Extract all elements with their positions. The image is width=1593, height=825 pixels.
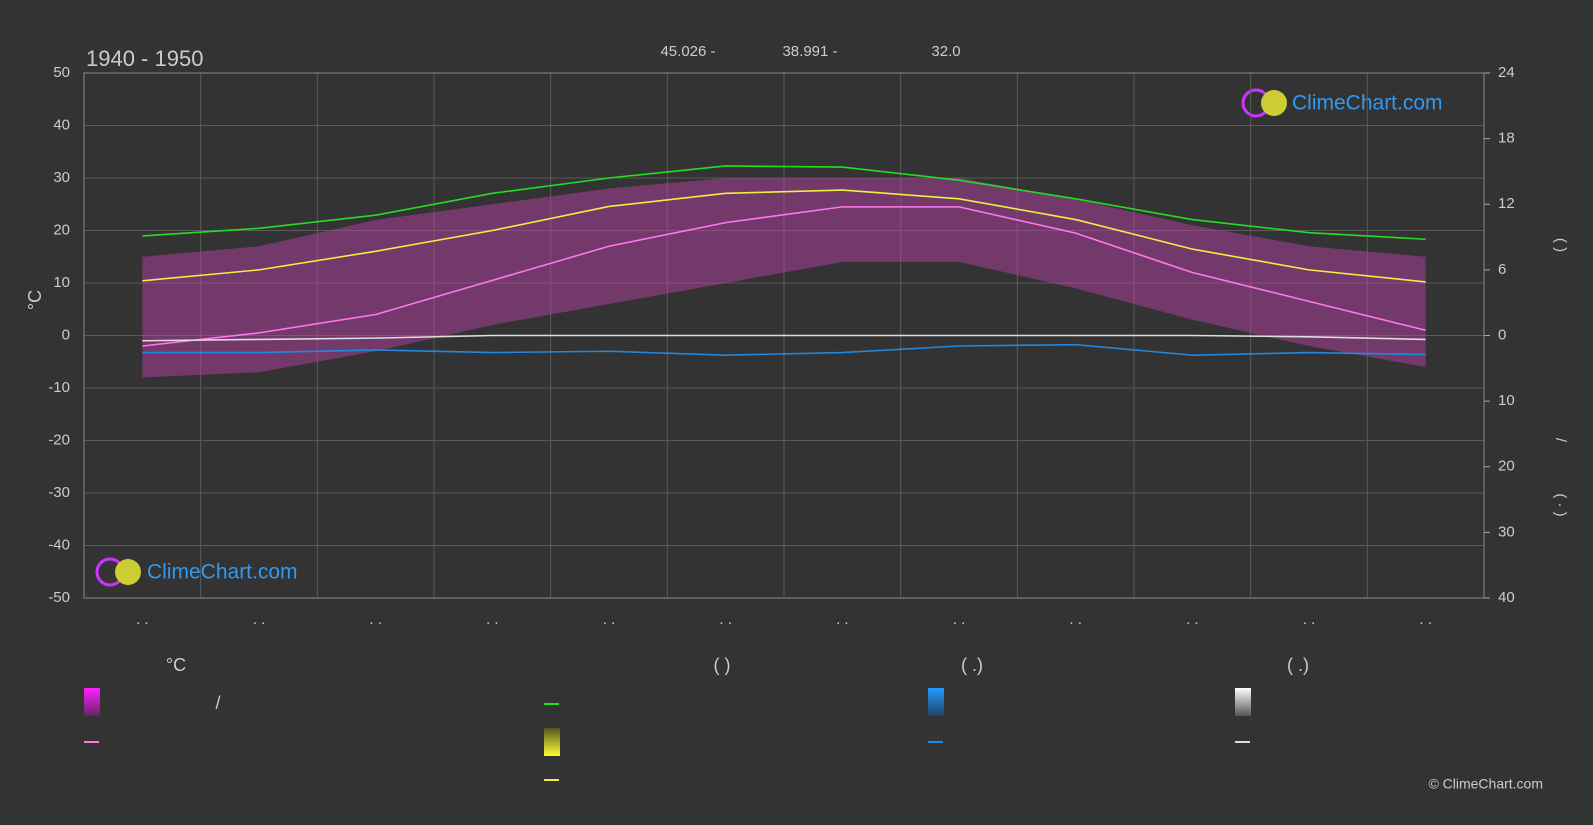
series-line — [142, 343, 1426, 356]
y-axis-label: °C — [25, 290, 45, 310]
y-tick-label: 10 — [53, 274, 70, 291]
y-tick-label: 40 — [53, 116, 70, 133]
y2-tick-label: 0 — [1498, 326, 1506, 343]
y-tick-label: -20 — [48, 431, 70, 448]
series-line — [142, 206, 1426, 347]
temperature-range — [142, 178, 1426, 378]
legend-swatch — [1235, 688, 1251, 716]
legend-heading: ( ) — [714, 655, 731, 675]
logo-top: ClimeChart.com — [1241, 88, 1443, 118]
legend-heading: ( .) — [1287, 655, 1309, 675]
x-tick-label: . . — [1069, 611, 1082, 628]
y2-axis-label: ( ) — [1552, 238, 1569, 252]
legend-heading: °C — [166, 655, 186, 675]
x-tick-label: . . — [1419, 611, 1432, 628]
header-stat: 45.026 - — [660, 43, 715, 60]
legend-text: / — [215, 693, 220, 713]
y-tick-label: -10 — [48, 379, 70, 396]
x-tick-label: . . — [836, 611, 849, 628]
logo-text: ClimeChart.com — [147, 561, 298, 584]
y2-tick-label: 6 — [1498, 261, 1506, 278]
y2-tick-label: 18 — [1498, 130, 1515, 147]
y3-axis-label: / — [1552, 438, 1569, 443]
chart-title: 1940 - 1950 — [86, 46, 203, 71]
y-tick-label: 0 — [62, 326, 70, 343]
legend-swatch — [84, 688, 100, 716]
x-tick-label: . . — [719, 611, 732, 628]
x-tick-label: . . — [486, 611, 499, 628]
logo-bottom: ClimeChart.com — [95, 557, 298, 587]
x-tick-label: . . — [1186, 611, 1199, 628]
x-tick-label: . . — [369, 611, 382, 628]
y3-tick-label: 30 — [1498, 523, 1515, 540]
header-stat: 32.0 — [931, 43, 960, 60]
header-stat: 38.991 - — [782, 43, 837, 60]
y3-tick-label: 40 — [1498, 589, 1515, 606]
y-tick-label: 30 — [53, 169, 70, 186]
y-tick-label: -30 — [48, 484, 70, 501]
legend-heading: ( .) — [961, 655, 983, 675]
y3-tick-label: 20 — [1498, 458, 1515, 475]
y3-axis-label: ( · ) — [1552, 493, 1569, 516]
x-tick-label: . . — [1303, 611, 1316, 628]
legend-swatch — [544, 728, 560, 756]
y-tick-label: -40 — [48, 536, 70, 553]
y-tick-label: 20 — [53, 221, 70, 238]
logo-icon — [1261, 90, 1287, 116]
logo-icon — [115, 559, 141, 585]
y2-tick-label: 12 — [1498, 195, 1515, 212]
copyright: © ClimeChart.com — [1428, 776, 1543, 792]
y-tick-label: -50 — [48, 589, 70, 606]
plot-frame — [83, 72, 1485, 599]
x-tick-label: . . — [136, 611, 149, 628]
series-line — [142, 165, 1426, 241]
x-tick-label: . . — [953, 611, 966, 628]
series-line — [142, 189, 1426, 283]
y2-tick-label: 24 — [1498, 64, 1515, 81]
y3-tick-label: 10 — [1498, 392, 1515, 409]
legend-swatch — [928, 688, 944, 716]
series-line — [142, 334, 1426, 342]
x-tick-label: . . — [253, 611, 266, 628]
y-tick-label: 50 — [53, 64, 70, 81]
x-tick-label: . . — [603, 611, 616, 628]
